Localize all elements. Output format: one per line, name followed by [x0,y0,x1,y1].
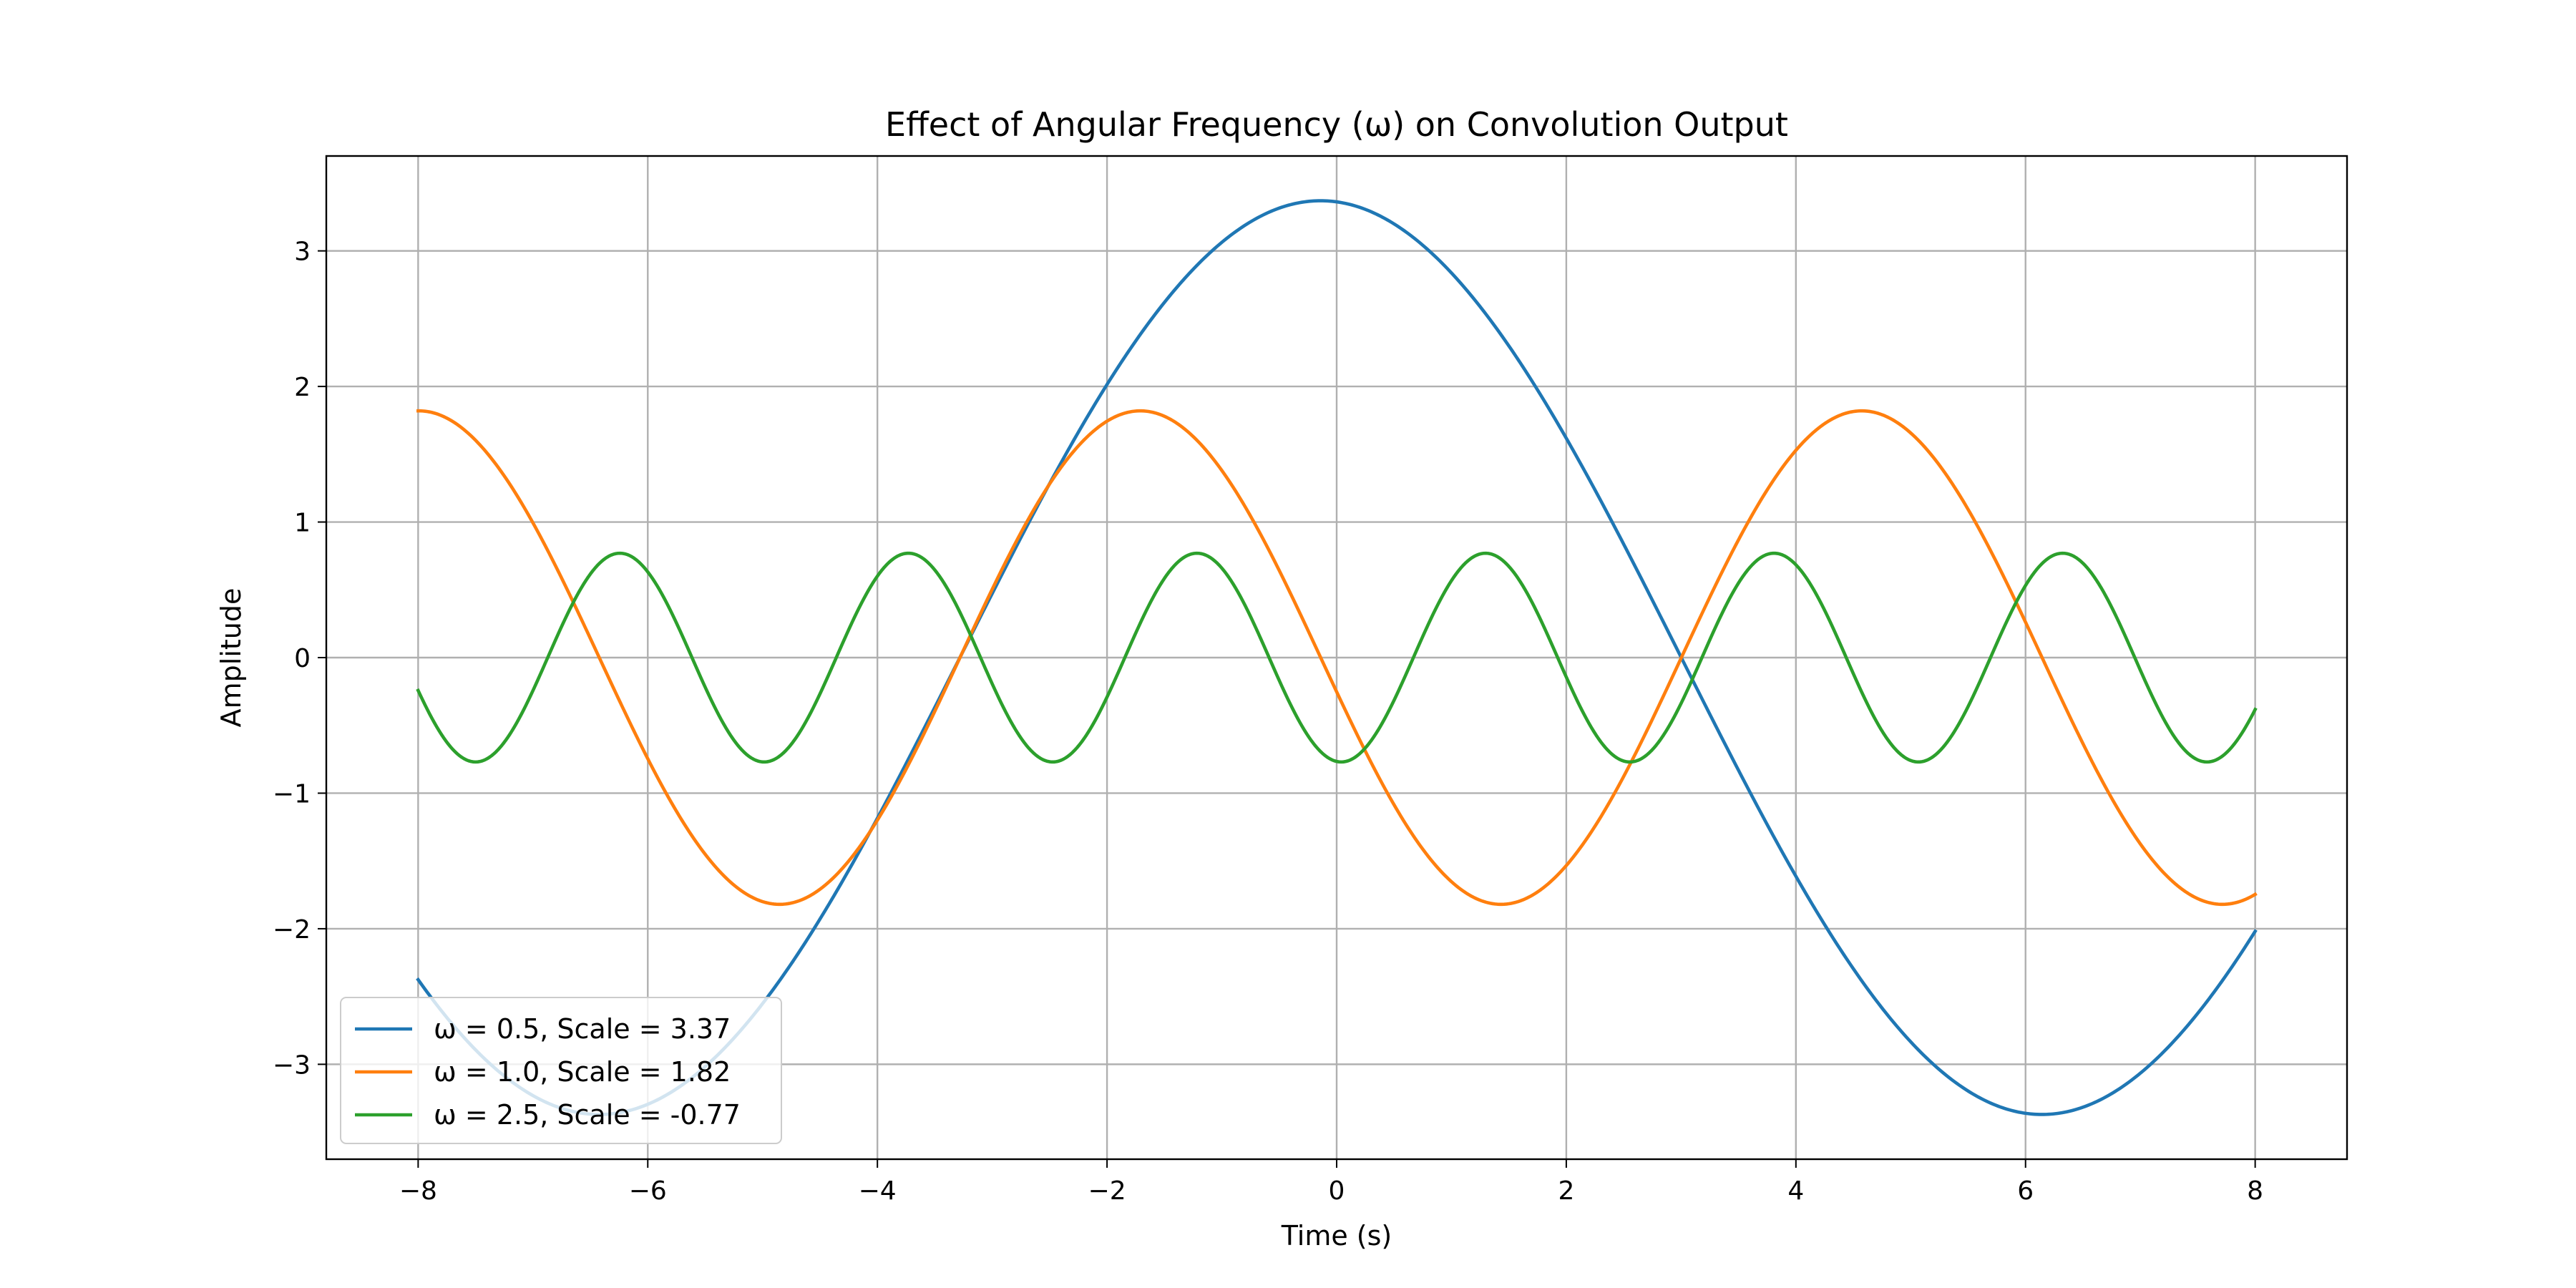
x-tick-label: −6 [629,1176,667,1206]
x-tick-label: −4 [859,1176,897,1206]
x-tick-label: −8 [399,1176,437,1206]
grid [326,156,2347,1159]
legend-entry-2: ω = 1.0, Scale = 1.82 [434,1056,731,1088]
y-tick-label: −2 [273,915,311,945]
legend-entry-3: ω = 2.5, Scale = -0.77 [434,1099,741,1131]
x-tick-label: 4 [1787,1176,1804,1206]
legend-box [340,997,782,1144]
y-tick-label: 0 [294,644,311,673]
legend-entry-1: ω = 0.5, Scale = 3.37 [434,1013,731,1045]
y-tick-label: −1 [273,779,311,809]
y-tick-label: −3 [273,1050,311,1080]
legend: ω = 0.5, Scale = 3.37 ω = 1.0, Scale = 1.… [340,997,782,1144]
y-tick-label: 3 [294,238,311,267]
x-tick-label: 8 [2247,1176,2263,1206]
x-tick-label: −2 [1088,1176,1126,1206]
y-axis-label: Amplitude [215,588,247,728]
y-tick-label: 2 [294,373,311,402]
x-tick-label: 6 [2017,1176,2034,1206]
x-tick-label: 0 [1329,1176,1345,1206]
ticks: −8 −6 −4 −2 0 2 4 6 8 −3 −2 −1 0 1 2 3 [273,238,2263,1206]
x-tick-label: 2 [1558,1176,1574,1206]
series-line-2 [416,409,2258,907]
chart-title: Effect of Angular Frequency (ω) on Convo… [885,105,1788,144]
series-line-3 [416,551,2258,764]
y-tick-label: 1 [294,509,311,538]
x-axis-label: Time (s) [1281,1220,1392,1252]
